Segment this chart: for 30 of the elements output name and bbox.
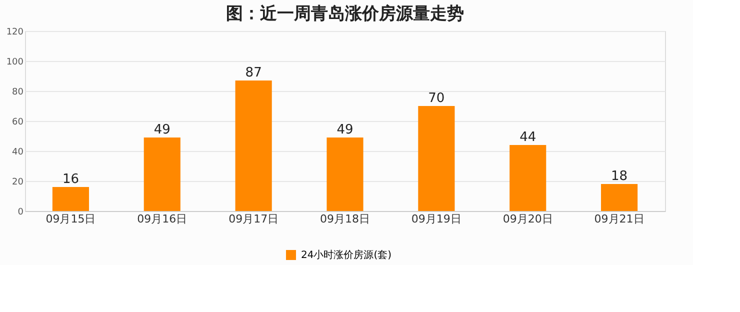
y-tick-label: 120	[6, 28, 24, 38]
data-label: 49	[336, 122, 354, 138]
legend-label: 24小时涨价房源(套)	[301, 249, 392, 261]
x-tick-label: 09月17日	[228, 212, 279, 226]
y-tick-label: 100	[6, 58, 24, 68]
data-label: 49	[154, 122, 170, 138]
x-tick-label: 09月19日	[411, 212, 462, 226]
x-tick-label: 09月20日	[502, 212, 553, 226]
data-label: 16	[62, 172, 79, 187]
bar	[235, 80, 272, 211]
bar	[52, 187, 89, 211]
x-tick-label: 09月21日	[594, 212, 644, 226]
bar	[326, 138, 364, 211]
data-label: 44	[520, 130, 536, 145]
y-tick-label: 60	[12, 118, 24, 128]
x-tick-label: 09月15日	[46, 212, 96, 226]
bar	[601, 184, 638, 211]
data-label: 18	[611, 169, 628, 184]
bar	[510, 145, 546, 211]
bar	[144, 138, 180, 211]
data-label: 70	[428, 91, 445, 106]
y-tick-label: 0	[18, 208, 24, 218]
y-tick-label: 40	[12, 148, 24, 158]
x-tick-label: 09月18日	[320, 212, 370, 226]
y-tick-label: 80	[12, 88, 24, 98]
bar	[418, 106, 455, 211]
y-tick-label: 20	[12, 178, 24, 188]
chart-title: 图：近一周青岛涨价房源量走势	[226, 4, 464, 24]
x-tick-label: 09月16日	[137, 212, 188, 226]
data-label: 87	[245, 66, 262, 80]
